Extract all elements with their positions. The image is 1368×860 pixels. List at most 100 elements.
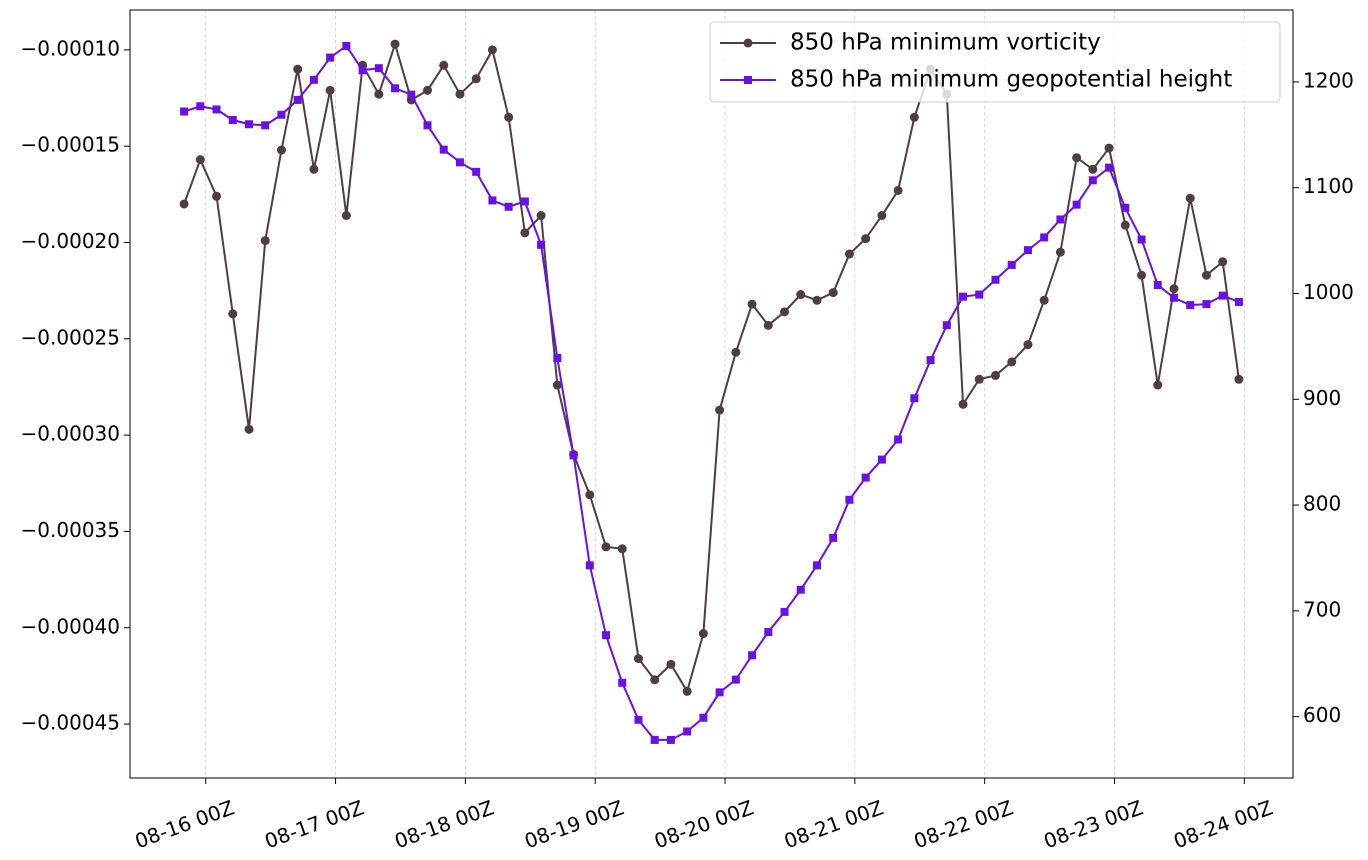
marker [991,275,1000,284]
marker [1007,260,1016,269]
marker [552,380,562,390]
legend-label: 850 hPa minimum vorticity [790,30,1101,56]
marker [796,585,805,594]
marker [1023,246,1032,255]
marker [180,107,189,116]
marker [195,155,205,165]
marker [844,249,854,259]
marker [877,455,886,464]
plot-frame [129,9,1294,779]
marker [780,307,790,317]
marker [325,85,335,95]
marker [812,295,822,305]
marker [1056,215,1065,224]
marker [261,121,270,130]
marker [780,607,789,616]
marker [894,435,903,444]
marker [212,191,222,201]
marker [910,394,919,403]
marker [1023,340,1033,350]
marker [212,105,221,114]
marker [1104,143,1114,153]
marker [374,89,384,99]
marker [893,185,903,195]
marker [796,290,806,300]
marker [748,651,757,660]
marker [958,399,968,409]
legend-label: 850 hPa minimum geopotential height [790,67,1232,93]
y2-tick-label: 1000 [1303,280,1354,304]
marker [439,145,448,154]
marker [1040,233,1049,242]
y-tick-label: −0.00015 [21,133,120,157]
marker [617,544,627,554]
marker [423,121,432,130]
marker [634,715,643,724]
marker [504,112,514,122]
marker [682,686,692,696]
marker [699,713,708,722]
marker [520,197,529,206]
marker [1234,374,1244,384]
marker [763,320,773,330]
marker [472,167,481,176]
marker [601,542,611,552]
marker [293,95,302,104]
marker [196,102,205,111]
marker [293,64,303,74]
marker [618,678,627,687]
series [180,41,1243,744]
legend-box [709,21,1281,103]
marker [731,347,741,357]
marker [1153,380,1163,390]
marker [471,74,481,84]
legend-marker [743,38,753,48]
marker [650,675,660,685]
y2-tick-label: 700 [1303,597,1341,621]
marker [1007,357,1017,367]
marker [974,374,984,384]
marker [926,356,935,365]
y2-tick-label: 1100 [1303,174,1354,198]
marker [1072,153,1082,163]
series-line [183,40,1240,694]
marker [537,240,546,249]
marker [1072,200,1081,209]
marker [1137,235,1146,244]
marker [504,202,513,211]
marker [277,110,286,119]
marker [1218,257,1228,267]
marker [1137,270,1147,280]
y2-tick-label: 800 [1303,492,1341,516]
marker [439,60,449,70]
marker [179,199,189,209]
marker [245,120,254,129]
marker [877,211,887,221]
y-tick-label: −0.00035 [21,518,120,542]
marker [585,490,595,500]
marker [829,533,838,542]
marker [1201,270,1211,280]
marker [585,561,594,570]
marker [1202,300,1211,309]
x-tick-label: 08-19 00Z [521,795,627,853]
marker [845,495,854,504]
marker [455,158,464,167]
legend: 850 hPa minimum vorticity 850 hPa minimum… [709,21,1281,103]
x-tick-label: 08-21 00Z [781,795,887,853]
y-tick-label: −0.00045 [21,711,120,735]
marker [1088,176,1097,185]
marker [747,299,757,309]
marker [536,211,546,221]
marker [391,84,400,93]
x-tick-label: 08-20 00Z [651,795,757,853]
marker [959,292,968,301]
marker [276,145,286,155]
x-tick-label: 08-23 00Z [1041,795,1147,853]
marker [666,735,675,744]
marker [569,451,578,460]
marker [1105,163,1114,172]
marker [374,64,383,73]
x-tick-label: 08-16 00Z [132,795,238,853]
